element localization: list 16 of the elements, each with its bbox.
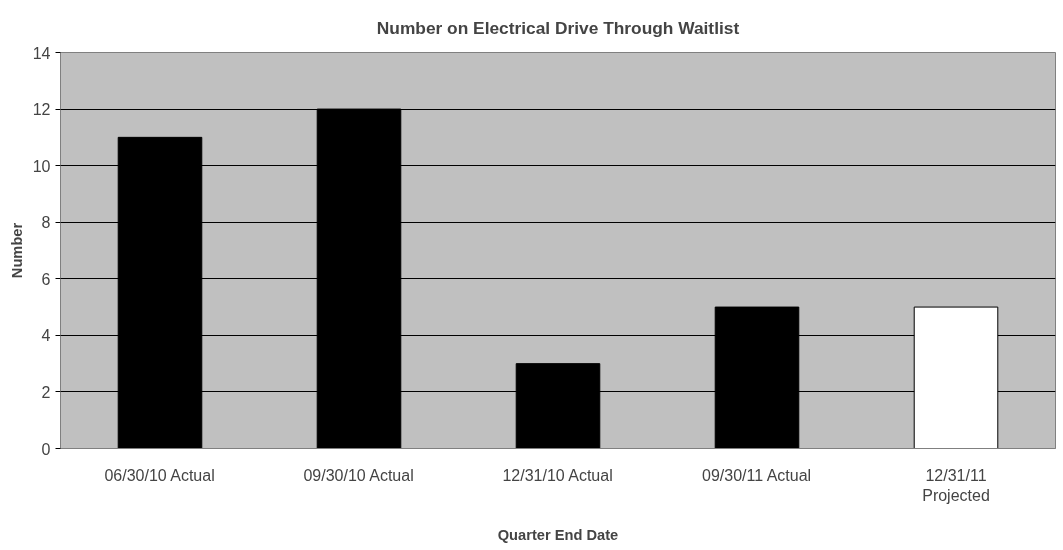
x-tick-label: 12/31/10 Actual [502,466,613,484]
y-axis-title: Number [8,222,25,279]
x-tick-label: 09/30/11 Actual [702,466,812,484]
chart-title: Number on Electrical Drive Through Waitlist [376,17,740,38]
x-tick-label: 06/30/10 Actual [104,466,215,484]
y-tick-label: 4 [41,327,51,345]
y-tick-label: 10 [32,157,51,175]
x-axis-title: Quarter End Date [497,526,619,543]
y-tick-label: 2 [41,383,51,401]
y-tick-label: 0 [41,440,51,458]
y-tick-label: 12 [32,101,51,119]
y-tick-label: 6 [41,270,51,288]
y-tick-label: 14 [32,44,51,62]
y-tick-label: 8 [41,214,51,232]
x-tick-label: 12/31/11 Projected [922,466,990,504]
x-tick-label: 09/30/10 Actual [303,466,414,484]
